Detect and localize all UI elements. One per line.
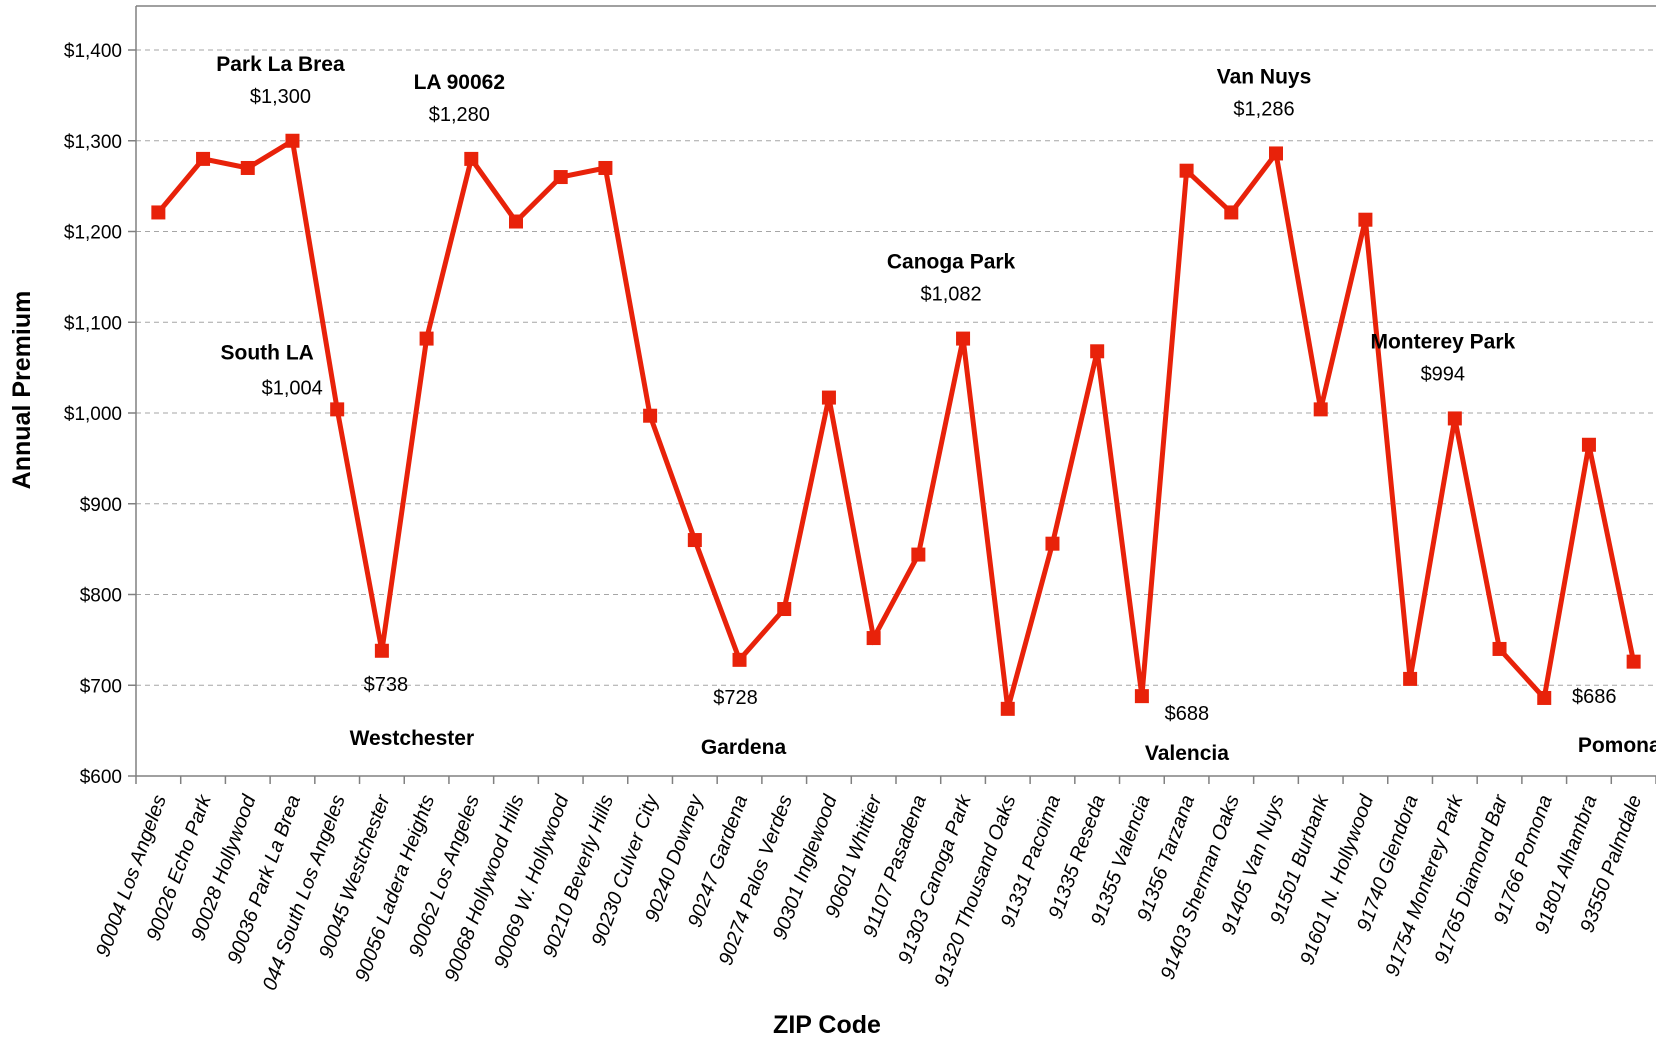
data-point <box>687 533 702 548</box>
annotation-name: Valencia <box>1145 742 1229 765</box>
y-tick-label: $1,200 <box>64 223 122 244</box>
data-point <box>419 331 434 346</box>
annotation-name: Monterey Park <box>1370 330 1515 353</box>
series-line <box>156 136 1637 710</box>
annotation-name: Westchester <box>350 727 475 750</box>
annotation-value: $1,082 <box>920 284 981 306</box>
data-point <box>374 643 389 658</box>
data-point <box>866 631 881 646</box>
data-points <box>151 133 1641 716</box>
data-point <box>1537 690 1552 705</box>
y-tick-label: $900 <box>80 495 122 516</box>
annotation-value: $1,286 <box>1233 98 1294 120</box>
x-axis-title: ZIP Code <box>773 1011 881 1039</box>
data-point <box>151 205 166 220</box>
annotation-value: $728 <box>713 687 758 709</box>
annotation-name: Canoga Park <box>887 251 1016 274</box>
data-point <box>196 151 211 166</box>
annotation-value: $1,280 <box>429 104 490 126</box>
annotation-value: $1,300 <box>250 86 311 108</box>
annotation-value: $738 <box>364 674 409 696</box>
x-tick-label: 044 South Los Angeles <box>259 792 350 993</box>
annotation-value: $686 <box>1572 686 1617 708</box>
data-point <box>598 160 613 175</box>
data-point <box>1492 641 1507 656</box>
annotation-value: $1,004 <box>262 377 323 399</box>
data-point <box>777 602 792 617</box>
data-point <box>1134 689 1149 704</box>
data-point <box>1224 205 1239 220</box>
y-tick-label: $800 <box>80 586 122 607</box>
y-tick-label: $600 <box>80 767 122 788</box>
data-point <box>330 402 345 417</box>
y-tick-label: $700 <box>80 676 122 697</box>
data-point <box>1358 212 1373 227</box>
y-tick-label: $1,400 <box>64 41 122 62</box>
y-tick-label: $1,300 <box>64 132 122 153</box>
y-tick-label: $1,100 <box>64 313 122 334</box>
y-axis-title: Annual Premium <box>8 291 36 490</box>
series-line <box>156 136 1637 710</box>
data-point <box>821 390 836 405</box>
data-point <box>732 652 747 667</box>
data-point <box>1313 402 1328 417</box>
data-point <box>1179 163 1194 178</box>
data-point <box>285 133 300 148</box>
annotation-name: LA 90062 <box>414 71 505 94</box>
data-point <box>1581 437 1596 452</box>
data-point <box>1269 146 1283 161</box>
data-point <box>1403 671 1418 686</box>
annotation-name: Park La Brea <box>216 53 345 76</box>
annotation-name: South LA <box>221 341 314 364</box>
data-point <box>464 151 479 166</box>
annotation-name: Pomona <box>1578 734 1656 757</box>
annotation-value: $688 <box>1165 703 1210 725</box>
data-point <box>1090 344 1105 359</box>
data-point <box>956 331 971 346</box>
data-point <box>553 170 568 185</box>
annotation-name: Van Nuys <box>1217 65 1312 88</box>
data-point <box>509 214 523 229</box>
data-point <box>911 547 926 562</box>
annotation-value: $994 <box>1421 363 1466 385</box>
axes <box>128 5 1656 784</box>
y-tick-label: $1,000 <box>64 404 122 425</box>
annotation-name: Gardena <box>701 736 787 759</box>
data-point <box>1447 411 1462 426</box>
data-point <box>1626 654 1641 669</box>
data-point <box>240 160 255 175</box>
data-point <box>1000 701 1015 716</box>
y-tick-labels: $600 $700 $800 $900 $1,000 $1,100 $1,200 $1,300… <box>64 41 122 788</box>
data-point <box>1045 536 1060 551</box>
annotations: Park La Brea $1,300 South LA $1,004 Westches… <box>216 53 1656 765</box>
data-point <box>643 408 658 423</box>
